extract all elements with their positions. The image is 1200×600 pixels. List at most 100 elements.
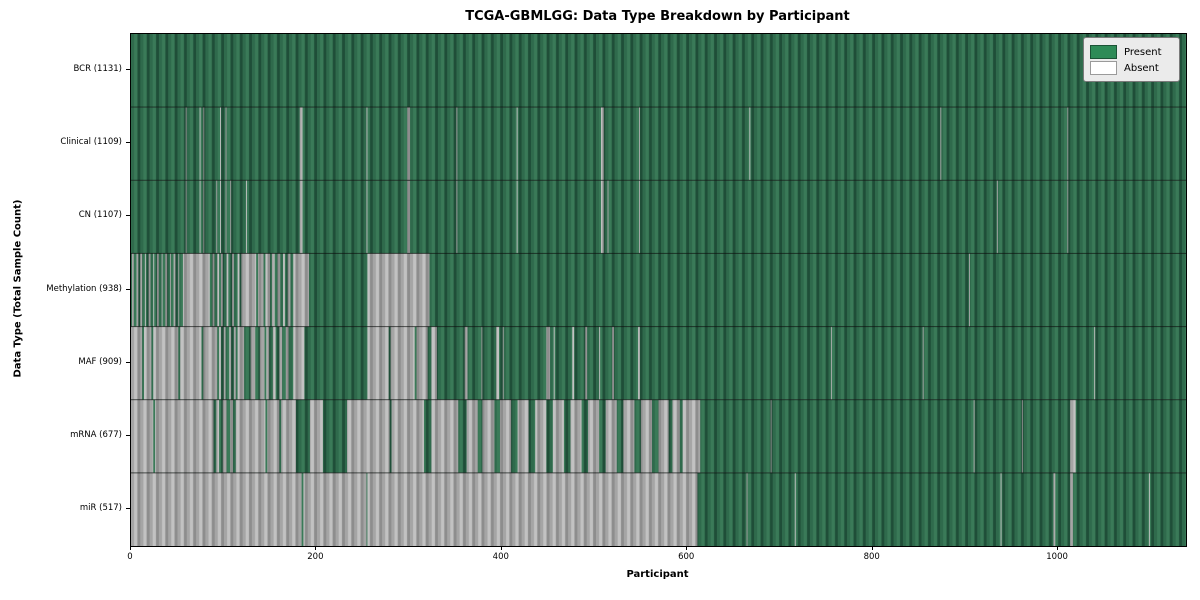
absent-swatch-icon <box>1090 61 1117 75</box>
absent-segment <box>293 253 309 327</box>
absent-segment <box>1070 399 1076 473</box>
absent-segment <box>180 326 202 400</box>
y-tick-label: Methylation (938) <box>46 283 122 294</box>
absent-segment <box>499 399 512 473</box>
absent-segment <box>136 253 139 327</box>
absent-segment <box>367 253 430 327</box>
x-tick-label: 200 <box>307 552 324 562</box>
y-tick-label: MAF (909) <box>78 356 122 367</box>
absent-segment <box>572 326 575 400</box>
absent-segment <box>230 399 233 473</box>
y-tick <box>126 215 130 217</box>
absent-segment <box>131 326 143 400</box>
absent-segment <box>431 326 437 400</box>
x-tick <box>686 546 688 550</box>
absent-segment <box>481 326 483 400</box>
y-tick-label: Clinical (1109) <box>60 137 122 148</box>
absent-segment <box>770 399 772 473</box>
x-tick <box>1057 546 1059 550</box>
legend-entry-absent: Absent <box>1090 61 1173 75</box>
row-Clinical <box>131 107 1186 181</box>
present-background <box>131 107 1186 181</box>
absent-segment <box>623 399 635 473</box>
absent-segment <box>266 326 270 400</box>
row-miR <box>131 472 1186 546</box>
absent-segment <box>225 107 227 181</box>
absent-segment <box>672 399 680 473</box>
absent-segment <box>749 107 751 181</box>
x-tick-label: 1000 <box>1046 552 1068 562</box>
absent-segment <box>1070 472 1073 546</box>
absent-segment <box>366 180 368 254</box>
x-axis-label: Participant <box>626 569 689 580</box>
absent-segment <box>588 399 600 473</box>
absent-segment <box>182 253 210 327</box>
row-Methylation <box>131 253 1186 327</box>
absent-segment <box>178 253 180 327</box>
absent-segment <box>229 326 232 400</box>
absent-segment <box>830 326 832 400</box>
absent-segment <box>212 253 215 327</box>
absent-segment <box>216 180 218 254</box>
absent-segment <box>144 253 146 327</box>
absent-segment <box>570 399 582 473</box>
absent-segment <box>259 326 265 400</box>
absent-segment <box>407 107 411 181</box>
absent-segment <box>973 399 975 473</box>
absent-segment <box>203 326 218 400</box>
absent-segment <box>185 107 187 181</box>
y-tick-label: mRNA (677) <box>70 429 122 440</box>
row-separator <box>131 106 1186 108</box>
absent-segment <box>241 253 257 327</box>
absent-segment <box>1148 472 1150 546</box>
absent-segment <box>922 326 924 400</box>
absent-segment <box>287 253 291 327</box>
absent-segment <box>431 399 459 473</box>
legend-label-absent: Absent <box>1124 62 1159 74</box>
y-tick <box>126 507 130 509</box>
absent-segment <box>220 107 221 181</box>
absent-segment <box>746 472 748 546</box>
absent-segment <box>153 253 155 327</box>
absent-segment <box>222 399 227 473</box>
row-separator <box>131 252 1186 254</box>
absent-segment <box>309 399 323 473</box>
y-tick-label: BCR (1131) <box>73 64 123 75</box>
absent-segment <box>199 180 201 254</box>
absent-segment <box>271 253 275 327</box>
absent-segment <box>552 399 564 473</box>
absent-segment <box>1021 399 1023 473</box>
absent-segment <box>131 253 134 327</box>
absent-segment <box>585 326 588 400</box>
absent-segment <box>283 253 285 327</box>
absent-segment <box>237 326 245 400</box>
legend: Present Absent <box>1083 37 1180 82</box>
row-mRNA <box>131 399 1186 473</box>
absent-segment <box>640 399 653 473</box>
absent-segment <box>216 399 220 473</box>
absent-segment <box>173 253 176 327</box>
absent-segment <box>366 107 368 181</box>
absent-segment <box>390 326 415 400</box>
absent-segment <box>223 326 226 400</box>
absent-segment <box>203 180 205 254</box>
x-tick <box>130 546 131 550</box>
row-separator <box>131 399 1186 401</box>
absent-segment <box>607 180 609 254</box>
absent-segment <box>456 180 458 254</box>
absent-segment <box>1000 472 1002 546</box>
row-separator <box>131 179 1186 181</box>
absent-segment <box>277 253 281 327</box>
legend-entry-present: Present <box>1090 45 1173 59</box>
absent-segment <box>496 326 500 400</box>
x-tick <box>500 546 502 550</box>
absent-segment <box>517 399 529 473</box>
y-tick <box>126 69 130 71</box>
y-tick <box>126 434 130 436</box>
absent-segment <box>226 253 229 327</box>
present-background <box>131 34 1186 108</box>
absent-segment <box>235 399 266 473</box>
absent-segment <box>303 472 367 546</box>
absent-segment <box>638 326 640 400</box>
